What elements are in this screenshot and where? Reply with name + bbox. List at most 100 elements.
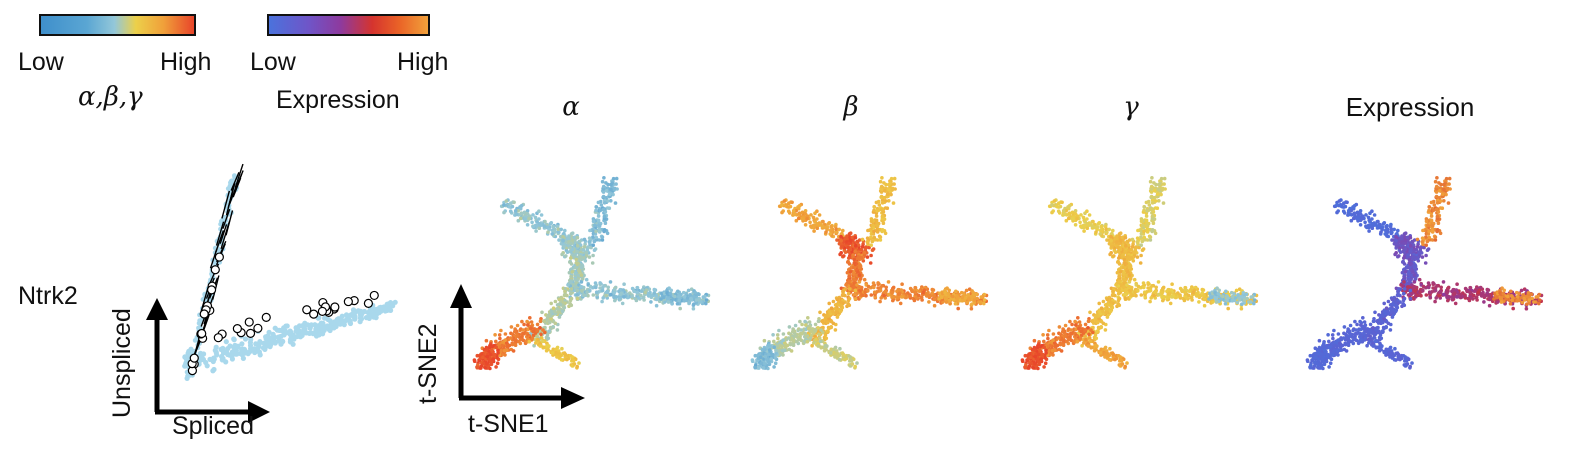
point (1149, 184, 1154, 189)
point (874, 214, 879, 218)
point (1107, 357, 1112, 362)
point (1033, 354, 1038, 359)
point (1249, 295, 1254, 299)
point (1148, 288, 1153, 293)
point (600, 238, 605, 242)
point (1094, 347, 1098, 352)
point (1056, 209, 1061, 213)
point (1115, 270, 1120, 275)
point (557, 315, 562, 319)
point (1130, 256, 1134, 260)
point (979, 295, 984, 299)
point (495, 356, 499, 360)
point (875, 238, 880, 242)
point (288, 335, 294, 341)
point (602, 214, 607, 219)
point (1136, 228, 1140, 233)
point (878, 235, 883, 239)
point (665, 297, 670, 301)
point (874, 200, 879, 205)
point (1217, 288, 1221, 293)
point (522, 322, 526, 327)
point (1116, 302, 1120, 306)
point (1140, 248, 1145, 252)
point (1224, 289, 1228, 294)
point (1364, 213, 1368, 217)
point (1154, 199, 1158, 203)
point (564, 254, 568, 258)
point (772, 339, 776, 344)
point (875, 224, 880, 228)
point (1089, 345, 1093, 350)
point (1074, 323, 1078, 327)
point (876, 281, 880, 285)
point (800, 322, 804, 327)
point (574, 285, 578, 289)
point (502, 210, 506, 215)
point (1120, 362, 1125, 366)
point (1051, 353, 1055, 357)
point (1097, 310, 1102, 314)
point (860, 237, 865, 242)
point (493, 333, 497, 337)
point (937, 297, 941, 301)
point (251, 346, 257, 352)
point (516, 209, 520, 213)
point (598, 286, 602, 290)
point (1213, 297, 1218, 301)
point (569, 241, 573, 246)
point (1187, 289, 1192, 293)
point (1123, 297, 1128, 301)
point (1075, 217, 1079, 221)
point (597, 238, 602, 242)
point (521, 328, 525, 332)
point (860, 244, 865, 249)
point (591, 235, 595, 239)
point (834, 352, 838, 356)
point (767, 343, 771, 347)
point (1140, 239, 1145, 244)
point (293, 328, 299, 334)
point (555, 355, 559, 359)
point (886, 292, 891, 297)
parameter-colorbar-high-label: High (160, 48, 212, 76)
point (1091, 219, 1095, 224)
point (1093, 343, 1098, 348)
point (496, 348, 500, 353)
point (483, 366, 488, 370)
point (1234, 288, 1239, 293)
point (1150, 198, 1155, 202)
point (1033, 362, 1037, 366)
point (539, 213, 544, 217)
point (1117, 274, 1121, 279)
point (1142, 285, 1146, 290)
point (676, 289, 680, 294)
point (1117, 280, 1121, 284)
point (541, 345, 545, 350)
point (366, 315, 372, 321)
point (598, 281, 602, 285)
point (879, 190, 884, 194)
point (1029, 355, 1033, 359)
point (1082, 229, 1086, 233)
point (282, 328, 288, 334)
point (542, 319, 546, 323)
point (384, 306, 390, 312)
point (359, 310, 365, 316)
point (1063, 333, 1067, 338)
point (824, 230, 828, 234)
point (634, 298, 639, 303)
point (630, 286, 635, 291)
point (675, 301, 680, 306)
point (1095, 329, 1099, 334)
point (242, 336, 249, 342)
point (484, 338, 489, 343)
point (856, 243, 861, 247)
point (573, 271, 578, 276)
point (685, 296, 690, 300)
point (534, 229, 538, 233)
point (1142, 208, 1146, 213)
point (569, 274, 573, 279)
point (951, 294, 955, 299)
point (1121, 265, 1126, 270)
